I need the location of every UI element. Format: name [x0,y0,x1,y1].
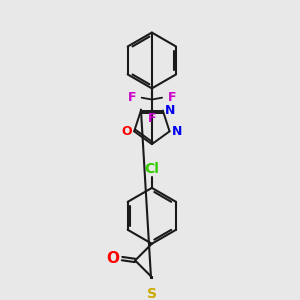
Text: O: O [106,251,119,266]
Text: O: O [122,125,132,138]
Text: F: F [168,91,176,104]
Text: F: F [128,91,136,104]
Text: Cl: Cl [144,162,159,176]
Text: N: N [165,104,175,117]
Text: N: N [171,125,182,138]
Text: F: F [148,112,156,124]
Text: S: S [147,287,157,300]
